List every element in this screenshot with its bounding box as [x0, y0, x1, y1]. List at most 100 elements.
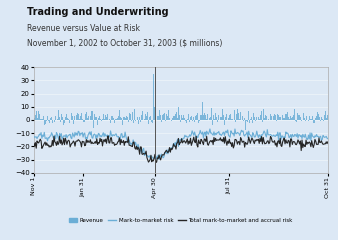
Bar — [198, 120, 199, 123]
Bar — [42, 119, 43, 120]
Bar — [116, 119, 117, 120]
Bar — [272, 114, 273, 120]
Bar — [291, 118, 292, 120]
Bar — [166, 114, 167, 120]
Bar — [113, 118, 114, 120]
Bar — [203, 115, 204, 120]
Bar — [80, 116, 81, 120]
Bar — [284, 118, 285, 120]
Bar — [59, 117, 60, 120]
Bar — [315, 118, 316, 120]
Bar — [118, 116, 119, 120]
Bar — [201, 115, 202, 120]
Bar — [261, 111, 262, 120]
Bar — [248, 111, 249, 120]
Bar — [224, 120, 225, 125]
Bar — [126, 116, 127, 120]
Bar — [131, 120, 132, 121]
Bar — [277, 114, 278, 120]
Bar — [319, 117, 320, 120]
Bar — [135, 120, 136, 121]
Bar — [123, 117, 124, 120]
Bar — [209, 118, 210, 120]
Bar — [187, 119, 188, 120]
Bar — [115, 119, 116, 120]
Bar — [197, 113, 198, 120]
Bar — [106, 117, 107, 120]
Bar — [194, 120, 195, 122]
Bar — [52, 120, 53, 123]
Bar — [41, 115, 42, 120]
Bar — [128, 120, 129, 122]
Bar — [157, 116, 158, 120]
Bar — [146, 116, 147, 120]
Bar — [184, 115, 185, 120]
Bar — [48, 120, 49, 121]
Bar — [234, 110, 235, 120]
Bar — [138, 119, 139, 120]
Bar — [153, 74, 154, 120]
Bar — [174, 116, 175, 120]
Bar — [145, 114, 146, 120]
Bar — [310, 116, 311, 120]
Bar — [297, 114, 298, 120]
Bar — [37, 118, 38, 120]
Bar — [98, 118, 99, 120]
Bar — [162, 115, 163, 120]
Bar — [221, 117, 222, 120]
Bar — [44, 120, 45, 125]
Bar — [275, 115, 276, 120]
Bar — [64, 120, 65, 123]
Bar — [293, 120, 294, 121]
Bar — [181, 115, 182, 120]
Bar — [47, 116, 48, 120]
Bar — [74, 116, 75, 120]
Bar — [165, 120, 166, 121]
Bar — [263, 109, 264, 120]
Bar — [45, 120, 46, 124]
Bar — [265, 115, 266, 120]
Bar — [175, 117, 176, 120]
Bar — [149, 117, 150, 120]
Bar — [121, 118, 122, 120]
Bar — [305, 120, 306, 121]
Bar — [270, 114, 271, 120]
Bar — [92, 111, 93, 120]
Bar — [323, 120, 324, 121]
Bar — [183, 114, 184, 120]
Bar — [82, 119, 83, 120]
Bar — [304, 118, 305, 120]
Bar — [172, 118, 173, 120]
Bar — [176, 112, 177, 120]
Bar — [220, 116, 221, 120]
Bar — [218, 115, 219, 120]
Bar — [39, 114, 40, 120]
Bar — [96, 117, 97, 120]
Bar — [55, 116, 56, 120]
Bar — [78, 114, 79, 120]
Bar — [171, 120, 172, 121]
Bar — [279, 117, 280, 120]
Bar — [155, 116, 156, 120]
Bar — [120, 117, 121, 120]
Bar — [85, 114, 86, 120]
Bar — [36, 111, 37, 120]
Bar — [318, 114, 319, 120]
Bar — [182, 118, 183, 120]
Bar — [264, 118, 265, 120]
Bar — [33, 115, 34, 120]
Bar — [132, 112, 133, 120]
Text: Trading and Underwriting: Trading and Underwriting — [27, 7, 169, 17]
Bar — [191, 116, 192, 120]
Bar — [249, 120, 250, 123]
Bar — [288, 117, 289, 120]
Bar — [317, 112, 318, 120]
Bar — [61, 114, 62, 120]
Bar — [49, 120, 50, 123]
Bar — [68, 119, 69, 120]
Bar — [196, 115, 197, 120]
Bar — [283, 118, 284, 120]
Bar — [169, 118, 170, 120]
Bar — [51, 117, 52, 120]
Bar — [35, 115, 36, 120]
